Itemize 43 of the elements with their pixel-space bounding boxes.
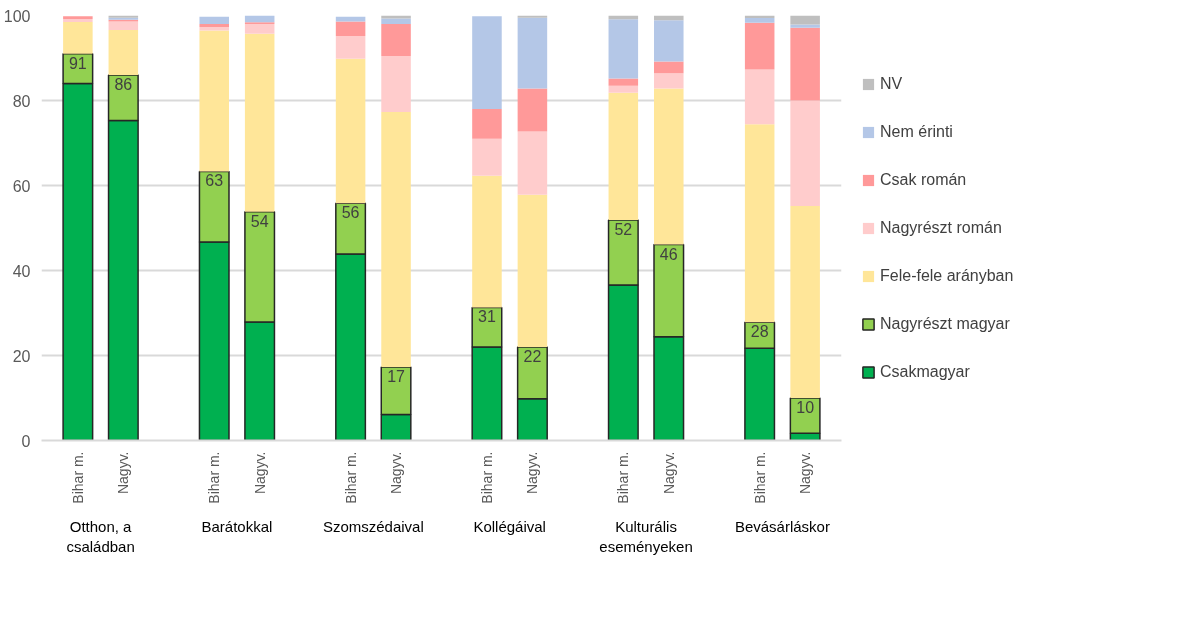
annotation: 17 — [387, 367, 406, 385]
legend-label: Nem érinti — [880, 122, 953, 141]
x-tick-label: Bihar m. — [342, 451, 359, 504]
annotation: 28 — [750, 323, 769, 341]
annotation: 22 — [523, 348, 542, 365]
x-tick-label: Bihar m. — [206, 451, 223, 504]
legend-label: Csakmagyar — [880, 362, 970, 381]
annotation: 46 — [659, 245, 678, 263]
x-tick-label: Nagyv. — [115, 451, 132, 495]
legend-label: Fele-fele arányban — [880, 266, 1014, 285]
annotation: 10 — [796, 399, 815, 416]
y-tick-label: 100 — [3, 7, 31, 25]
annotation: 91 — [68, 54, 87, 72]
x-tick-label: Bihar m. — [615, 451, 632, 504]
x-tick-label: Nagyv. — [251, 451, 268, 495]
text: Kollégáival — [473, 517, 546, 535]
annotation: 56 — [341, 204, 360, 222]
legend-label: Nagyrészt magyar — [880, 314, 1010, 333]
y-tick-label: 0 — [21, 432, 31, 450]
text: Szomszédaival — [322, 517, 424, 535]
text: Barátokkal — [201, 517, 273, 535]
text: Kulturális eseményeken — [599, 517, 693, 555]
annotation: 63 — [205, 172, 224, 190]
annotation: 86 — [114, 76, 133, 93]
legend-label: Csak román — [880, 170, 967, 189]
x-tick-label: Nagyv. — [524, 451, 541, 495]
y-tick-label: 80 — [12, 92, 31, 110]
legend-label: NV — [880, 74, 903, 93]
x-tick-label: Nagyv. — [797, 451, 814, 495]
y-tick-label: 60 — [12, 177, 31, 195]
annotation: 31 — [478, 308, 496, 326]
x-tick-label: Nagyv. — [388, 451, 405, 495]
text: Otthon, a családban — [66, 517, 135, 555]
y-tick-label: 40 — [12, 262, 31, 280]
y-tick-label: 20 — [12, 347, 31, 365]
x-tick-label: Bihar m. — [69, 451, 86, 504]
annotation: 52 — [614, 220, 633, 238]
legend-label: Nagyrészt román — [880, 218, 1002, 237]
x-tick-label: Bihar m. — [478, 451, 495, 504]
x-tick-label: Bihar m. — [751, 451, 768, 504]
text: Bevásárláskor — [734, 517, 830, 535]
x-tick-label: Nagyv. — [660, 451, 677, 495]
annotation: 54 — [250, 212, 269, 230]
